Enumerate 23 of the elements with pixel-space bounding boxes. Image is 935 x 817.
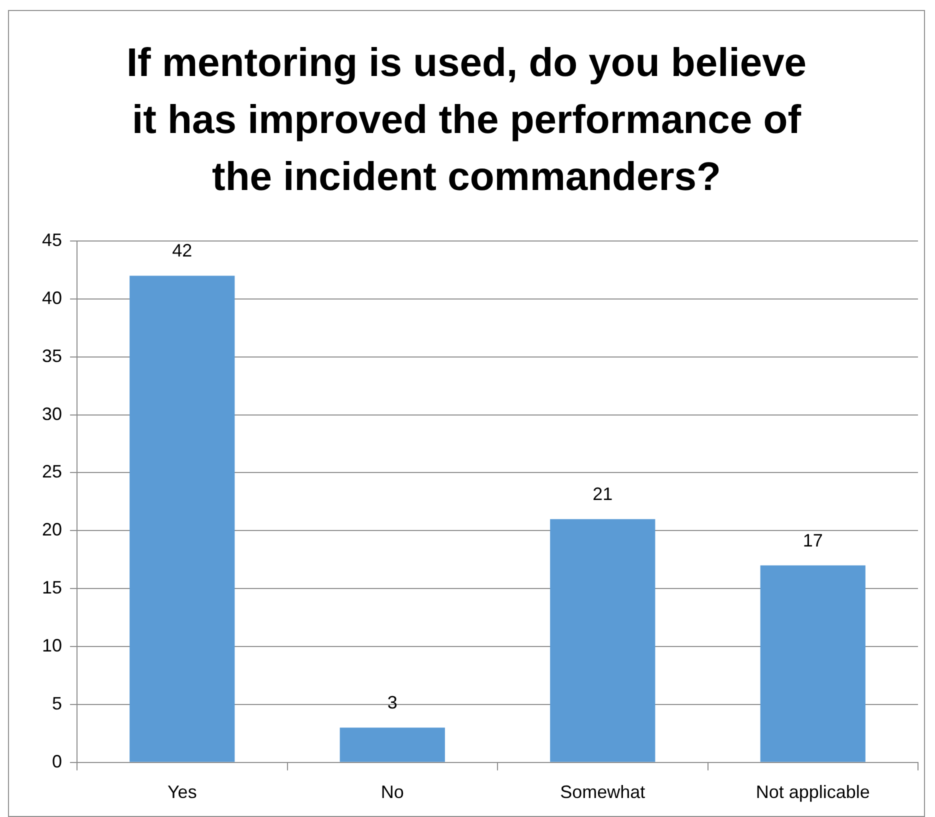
y-tick-label: 5 (52, 693, 62, 714)
x-tick-label: Somewhat (560, 782, 646, 802)
y-tick-label: 10 (42, 636, 62, 656)
bar (340, 728, 445, 762)
y-tick-label: 20 (42, 520, 62, 540)
data-label: 17 (802, 530, 823, 550)
data-label: 3 (387, 692, 398, 713)
x-tick-label: Yes (167, 782, 197, 802)
x-tick-label: Not applicable (756, 782, 870, 802)
y-tick-label: 45 (42, 230, 62, 250)
bar (130, 276, 235, 762)
chart-title: If mentoring is used, do you believe it has improved the performance of the incident commanders? (125, 40, 808, 201)
data-label: 21 (592, 484, 613, 504)
y-tick-label: 0 (52, 751, 62, 772)
bar (760, 565, 866, 762)
y-tick-label: 30 (42, 404, 62, 424)
y-tick-label: 15 (42, 578, 62, 598)
x-tick-label: No (380, 782, 404, 802)
y-tick-label: 35 (42, 346, 62, 366)
bar (550, 519, 656, 762)
data-label: 42 (172, 240, 192, 261)
y-tick-label: 25 (42, 462, 62, 482)
y-tick-label: 40 (42, 288, 62, 308)
